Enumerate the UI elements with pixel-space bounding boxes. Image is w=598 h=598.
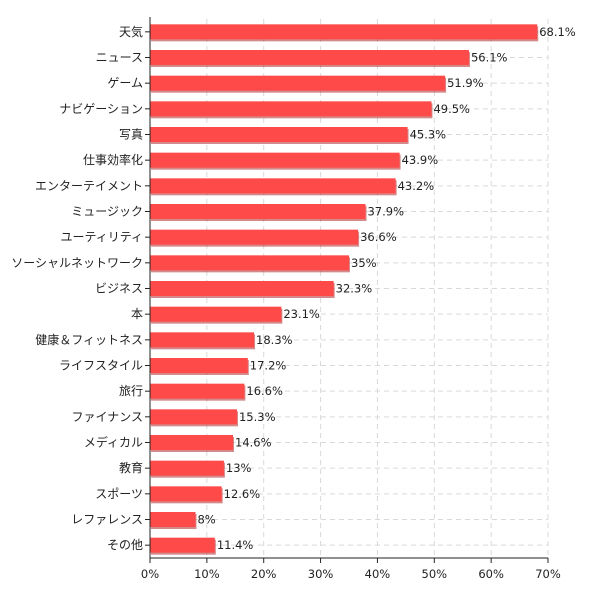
x-tick-label: 30% [308, 567, 334, 581]
x-tick-label: 10% [194, 567, 220, 581]
category-label: エンターテイメント [35, 179, 143, 193]
category-label: ソーシャルネットワーク [11, 256, 143, 270]
bar [150, 486, 222, 502]
bar-value-label: 43.9% [402, 153, 439, 167]
labels: 0% 10% 20% 30% 40% 50% 60% 70% 68.1% 56.1% 51.9% 49… [11, 24, 576, 581]
bar-value-label: 17.2% [250, 359, 287, 373]
category-label: ゲーム [107, 76, 143, 90]
bar-value-label: 16.6% [246, 384, 283, 398]
bar-value-label: 68.1% [539, 25, 576, 39]
bar-value-label: 8% [197, 513, 215, 527]
x-tick-label: 60% [478, 567, 504, 581]
category-label: レファレンス [71, 513, 143, 527]
bar [150, 255, 349, 271]
bars [150, 24, 539, 555]
category-label: その他 [107, 538, 143, 552]
category-label: 健康＆フィットネス [35, 332, 143, 347]
bar-value-label: 23.1% [283, 307, 320, 321]
category-label: ビジネス [95, 282, 143, 296]
category-label: ファイナンス [71, 410, 143, 424]
bar [150, 460, 224, 476]
category-label: 天気 [119, 24, 143, 39]
bar-value-label: 49.5% [433, 102, 470, 116]
category-label: 教育 [119, 460, 143, 475]
bar-value-label: 37.9% [367, 205, 404, 219]
bar-value-label: 51.9% [447, 76, 484, 90]
bar-value-label: 43.2% [398, 179, 435, 193]
x-tick-label: 20% [251, 567, 277, 581]
bar-value-label: 35% [351, 256, 377, 270]
bar-value-label: 56.1% [471, 51, 508, 65]
bar [150, 435, 234, 450]
bar [150, 152, 400, 168]
category-label: ライフスタイル [59, 359, 143, 373]
x-tick-label: 70% [535, 567, 561, 581]
bar [150, 50, 469, 65]
bar [150, 24, 538, 40]
bar [150, 101, 432, 117]
bar [150, 178, 396, 194]
category-label: ミュージック [71, 205, 143, 219]
bar [150, 281, 334, 296]
category-label: メディカル [84, 435, 143, 450]
x-tick-label: 0% [141, 567, 159, 581]
bar-value-label: 15.3% [239, 410, 276, 424]
bar [150, 204, 366, 219]
bar [150, 127, 408, 142]
bar-value-label: 45.3% [410, 128, 447, 142]
bar [150, 229, 359, 245]
bar-value-label: 11.4% [217, 538, 254, 552]
bar-value-label: 12.6% [224, 487, 261, 501]
bar [150, 512, 196, 527]
bar [150, 332, 255, 348]
bar [150, 409, 237, 425]
category-label: ユーティリティ [60, 230, 143, 244]
bar [150, 358, 248, 373]
bar [150, 537, 215, 553]
x-tick-label: 40% [365, 567, 391, 581]
bar [150, 383, 245, 399]
bar-value-label: 13% [226, 461, 252, 475]
axes [145, 17, 549, 563]
bar [150, 306, 282, 322]
bar-value-label: 32.3% [336, 282, 373, 296]
category-label: 写真 [119, 128, 143, 142]
bar [150, 75, 446, 91]
category-label: ニュース [96, 51, 143, 65]
bar-value-label: 18.3% [256, 333, 293, 347]
category-label: スポーツ [95, 487, 143, 501]
x-tick-label: 50% [422, 567, 448, 581]
category-label: 仕事効率化 [83, 152, 143, 167]
bar-value-label: 14.6% [235, 436, 272, 450]
category-label: 本 [131, 307, 143, 321]
category-label: ナビゲーション [59, 102, 143, 116]
category-label: 旅行 [119, 384, 143, 398]
bar-value-label: 36.6% [360, 230, 397, 244]
